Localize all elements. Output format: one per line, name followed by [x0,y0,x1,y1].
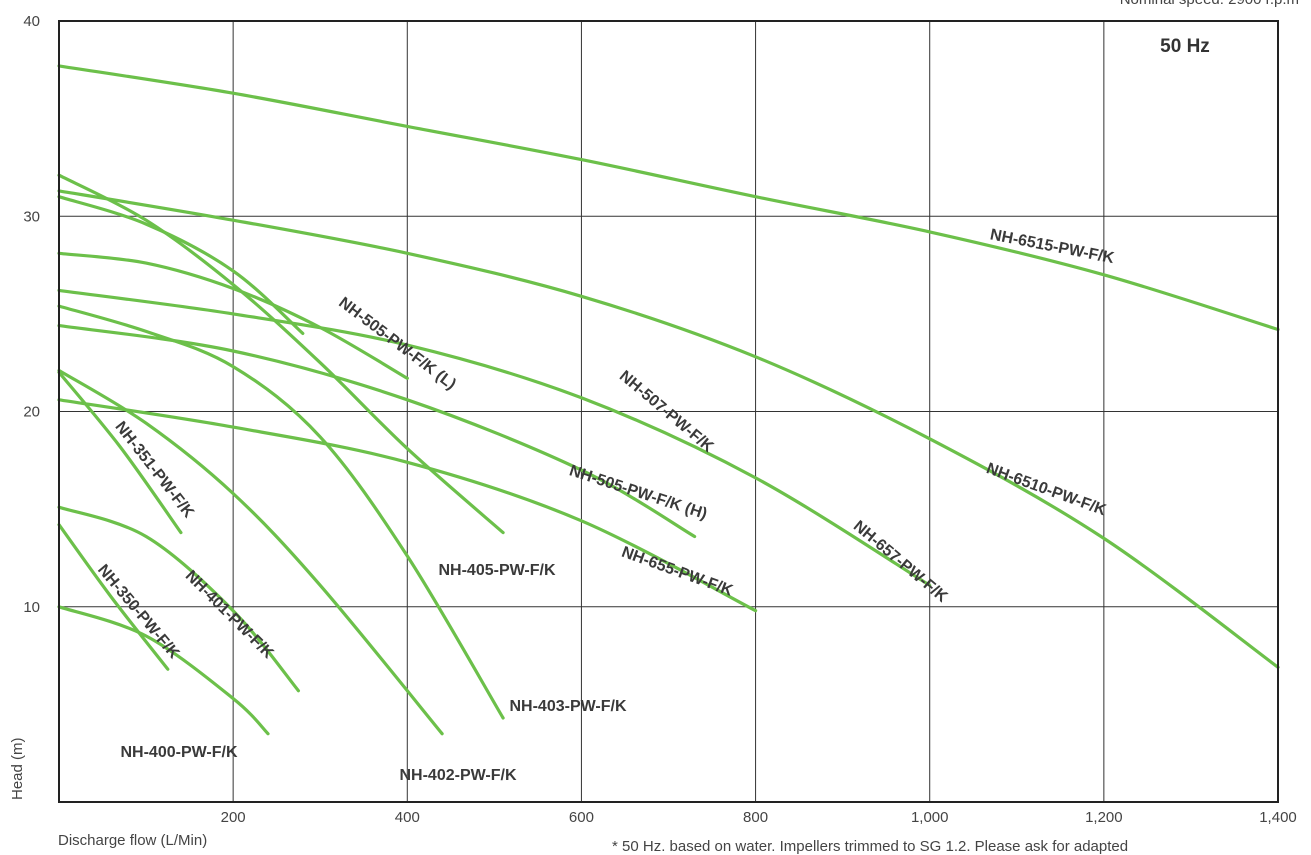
x-tick-label: 1,400 [1259,809,1297,826]
series-label-nh-6510-pw-f-k: NH-6510-PW-F/K [984,460,1109,519]
series-label-nh-655-pw-f-k: NH-655-PW-F/K [619,544,735,600]
frequency-label: 50 Hz [1160,36,1210,57]
series-line-nh-6510-pw-f-k [57,189,1280,669]
x-tick-label: 800 [743,809,768,826]
y-tick-label: 10 [23,599,40,616]
series-label-nh-402-pw-f-k: NH-402-PW-F/K [399,767,516,784]
series-line-nh-351-pw-f-k [57,370,183,535]
plot-frame [58,20,1279,803]
y-axis-label: Head (m) [9,737,26,800]
series-lines [57,64,1280,736]
series-line-nh-400-pw-f-k [57,605,270,736]
series-label-nh-351-pw-f-k: NH-351-PW-F/K [111,418,197,521]
series-label-nh-505-pw-f-k-h: NH-505-PW-F/K (H) [567,462,709,523]
x-axis-label: Discharge flow (L/Min) [58,832,208,849]
series-line-nh-403-pw-f-k [57,304,505,720]
series-label-nh-505-pw-f-k-l: NH-505-PW-F/K (L) [335,294,459,393]
x-tick-label: 600 [569,809,594,826]
series-line-nh-405-pw-f-k [57,173,505,535]
y-tick-label: 40 [23,13,40,30]
nominal-speed-note: Nominal speed: 2900 r.p.m [1120,0,1299,8]
footnote: * 50 Hz. based on water. Impellers trimm… [612,838,1129,855]
axis-ticks: 200 400 600 800 1,000 1,200 1,400 10 20 30 40 [23,13,1296,826]
series-line-nh-350-pw-f-k [57,523,170,671]
series-label-nh-405-pw-f-k: NH-405-PW-F/K [438,562,555,579]
grid [59,21,1278,802]
series-line-nh-657-pw-f-k [57,288,932,587]
series-label-nh-350-pw-f-k: NH-350-PW-F/K [94,562,183,663]
x-tick-label: 1,000 [911,809,949,826]
series-label-nh-400-pw-f-k: NH-400-PW-F/K [120,744,237,761]
series-label-nh-401-pw-f-k: NH-401-PW-F/K [182,567,277,662]
series-label-nh-657-pw-f-k: NH-657-PW-F/K [850,518,951,607]
series-line-nh-6515-pw-f-k [57,64,1280,332]
x-tick-label: 400 [395,809,420,826]
x-tick-label: 200 [221,809,246,826]
series-line-nh-655-pw-f-k [57,398,758,613]
y-tick-label: 20 [23,404,40,421]
series-line-nh-401-pw-f-k [57,505,300,693]
x-tick-label: 1,200 [1085,809,1123,826]
series-line-nh-402-pw-f-k [57,368,444,736]
y-tick-label: 30 [23,208,40,225]
series-line-nh-505-pw-f-k-l [57,251,409,380]
series-label-nh-403-pw-f-k: NH-403-PW-F/K [509,698,626,715]
